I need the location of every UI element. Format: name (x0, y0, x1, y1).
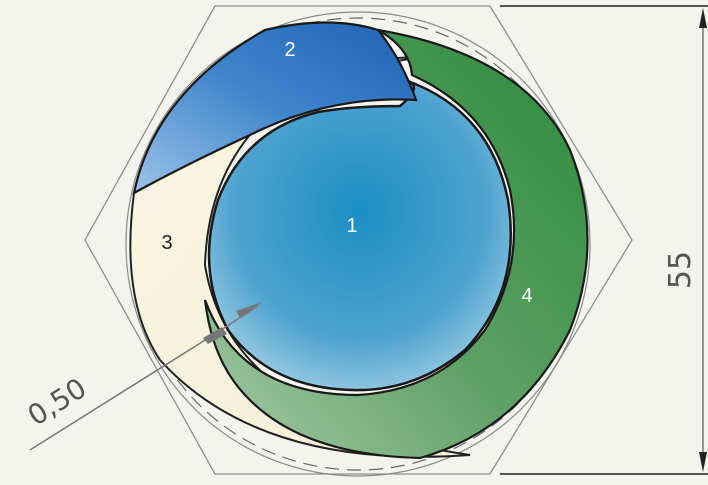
height-dimension-label: 55 (663, 251, 698, 289)
gap-leader-line (29, 331, 219, 451)
outer-circle (125, 11, 591, 477)
region-label-1: 1 (346, 215, 357, 237)
hexagon-outline (84, 5, 633, 475)
dimension-arrow-top (699, 8, 707, 28)
region-2 (132, 21, 418, 196)
gap-dimension-line (217, 305, 259, 333)
gap-dimension-label: 0,50 (22, 371, 92, 432)
region-label-4: 4 (521, 285, 532, 307)
region-1 (207, 78, 512, 392)
gap-arrow-upper (236, 302, 262, 318)
region-label-2: 2 (284, 39, 295, 61)
region-label-3: 3 (161, 232, 172, 254)
dimension-arrow-bottom (699, 452, 707, 472)
gap-arrow-lower (203, 327, 227, 344)
